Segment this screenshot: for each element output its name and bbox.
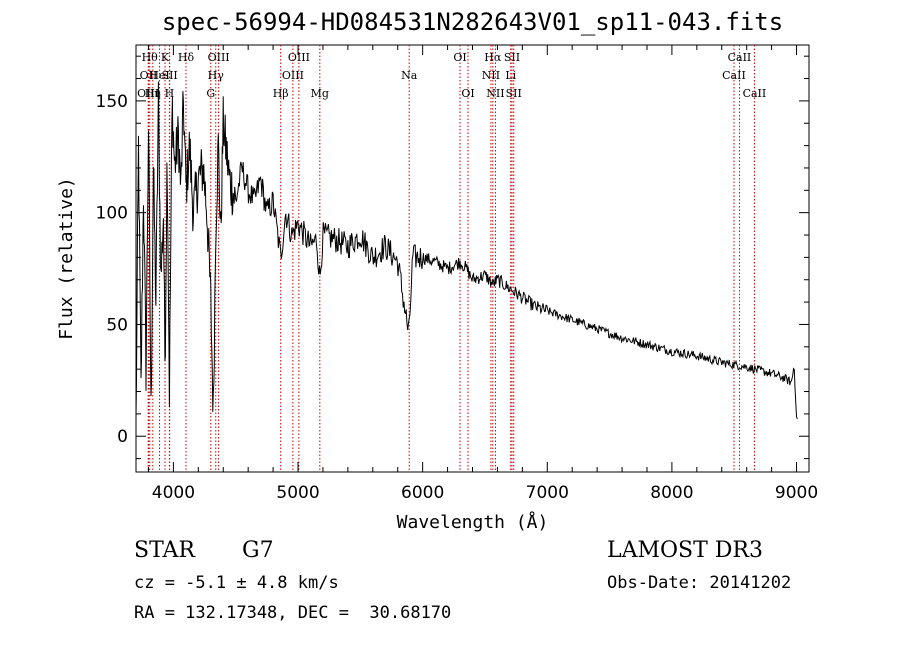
y-tick-label: 150 [96,92,128,112]
line-label: Hθ [142,51,159,64]
obs-date: Obs-Date: 20141202 [607,573,792,593]
line-label: Hα [484,51,502,64]
line-label: OIII [288,51,310,64]
line-label: OII [140,69,158,82]
line-label: CaII [728,51,752,64]
plot-frame [135,44,810,473]
line-label: CaII [722,69,746,82]
line-label: OI [453,51,466,64]
y-tick-label: 50 [106,315,128,335]
line-label: OIII [208,51,230,64]
line-label: Hβ [273,87,289,100]
survey-label: LAMOST DR3 [607,538,763,563]
line-label: NII [486,87,504,100]
line-label: SII [504,51,520,64]
x-tick-label: 7000 [526,483,569,503]
line-label: K [161,51,170,64]
redshift-cz: cz = -5.1 ± 4.8 km/s [134,573,339,593]
line-label: G [206,87,215,100]
ra-dec: RA = 132.17348, DEC = 30.68170 [134,603,452,623]
line-label: OIII [137,87,159,100]
line-label: OIII [282,69,304,82]
line-label: Mg [311,87,329,100]
line-label: OI [461,87,474,100]
line-label: SII [162,69,178,82]
y-tick-label: 0 [117,427,128,447]
line-label: Hη [145,87,161,100]
line-label: Li [505,69,516,82]
object-subclass: G7 [242,538,274,563]
x-tick-label: 5000 [276,483,319,503]
line-label: NII [482,69,500,82]
line-label: Hγ [208,69,225,82]
y-tick-label: 100 [96,204,128,224]
x-tick-label: 9000 [775,483,818,503]
x-tick-label: 8000 [650,483,693,503]
line-label: Na [401,69,418,82]
object-class: STAR [134,538,195,563]
y-axis-label: Flux (relative) [56,177,77,340]
line-label: SII [506,87,522,100]
x-tick-label: 4000 [152,483,195,503]
line-label: HeI [149,69,169,82]
x-axis-label: Wavelength (Å) [397,511,549,533]
line-label: H [165,87,175,100]
line-label: CaII [743,87,767,100]
line-label: Hδ [178,51,195,64]
x-tick-label: 6000 [401,483,444,503]
chart-title: spec-56994-HD084531N282643V01_sp11-043.f… [161,8,784,36]
spectrum-line [135,81,798,420]
